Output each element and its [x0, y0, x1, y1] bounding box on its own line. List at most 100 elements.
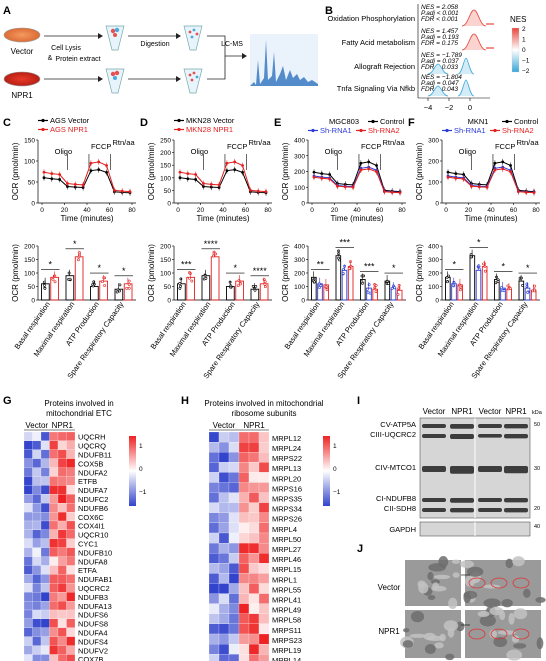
heatmap-cell [66, 485, 76, 495]
heatmap-row-label: UQCRQ [78, 442, 106, 451]
bar-y-tick: 400 [294, 244, 305, 251]
seahorse-point [42, 176, 46, 180]
seahorse-point [454, 176, 458, 180]
nes-legend-tick: 1 [522, 37, 526, 44]
seahorse-point [225, 161, 229, 165]
injection-fccp: FCCP [361, 142, 381, 151]
heatmap-cell [228, 532, 240, 544]
heatmap-cell [40, 511, 50, 522]
panel-letter-g: G [3, 395, 12, 407]
bar-y-tick: 200 [428, 271, 439, 278]
heatmap-cell [32, 520, 42, 530]
bar-y-label: OCR (pmol/min) [415, 244, 424, 302]
seahorse-point [320, 172, 324, 176]
heatmap-cell [228, 654, 240, 661]
seahorse-point [477, 185, 481, 189]
panel-letter-d: D [140, 117, 148, 129]
heatmap-cell [258, 593, 270, 604]
heatmap-h-scale-tick: 1 [333, 443, 337, 450]
heatmap-row-label: ETFB [78, 477, 97, 486]
gsea-pathway-label: Oxidation Phosphorylation [327, 14, 415, 23]
heatmap-cell [40, 431, 50, 441]
heatmap-cell [57, 556, 67, 566]
seahorse-point [194, 178, 198, 181]
heatmap-cell [208, 522, 220, 534]
heatmap-cell [57, 485, 67, 495]
heatmap-cell [208, 623, 220, 635]
seahorse-x-tick: 80 [398, 207, 406, 214]
heatmap-cell [248, 573, 260, 584]
bar-y-tick: 0 [435, 298, 439, 305]
heatmap-cell [49, 529, 59, 539]
heatmap-cell [32, 609, 42, 619]
heatmap-cell [49, 431, 59, 441]
dish-npr1-label: NPR1 [11, 91, 33, 100]
gsea-pathway-label: Fatty Acid metabolism [342, 38, 415, 47]
heatmap-cell [208, 502, 220, 513]
heatmap-cell [228, 633, 240, 645]
nes-legend: NES 2 1 0 −1 −2 [510, 15, 530, 75]
western-band [422, 424, 446, 428]
heatmap-cell [208, 512, 220, 523]
seahorse-point [233, 168, 237, 172]
seahorse-point [446, 175, 450, 179]
seahorse-point [264, 190, 268, 194]
heatmap-h-color-scale [323, 436, 330, 506]
heatmap-cell [57, 618, 67, 628]
heatmap-cell [32, 592, 42, 602]
heatmap-cell [66, 494, 76, 504]
heatmap-cell [218, 431, 230, 443]
seahorse-y-tick: 50 [164, 188, 172, 195]
seahorse-point [248, 188, 252, 192]
western-band [478, 424, 502, 428]
heatmap-cell [218, 553, 230, 564]
seahorse-legend-mkn28-vector: MKN28 Vector [186, 116, 235, 125]
heatmap-cell [208, 553, 220, 564]
heatmap-cell [66, 458, 76, 468]
heatmap-cell [248, 431, 260, 443]
seahorse-y-tick: 100 [24, 159, 35, 166]
heatmap-cell [238, 563, 250, 574]
tube-digest-top-icon [183, 25, 203, 51]
significance-stars: *** [364, 261, 375, 271]
gsea-density-curve [461, 33, 487, 51]
bar-y-label: OCR (pmol/min) [11, 244, 20, 302]
heatmap-cell [258, 502, 270, 513]
panel-letter-i: I [357, 395, 360, 407]
heatmap-row-label: MRPL24 [272, 444, 301, 453]
panel-e-seahorse: MGC803 Control Sh-RNA1 Sh-RNA2 OCR (pmol/min… [281, 117, 406, 380]
heatmap-cell [238, 452, 250, 463]
seahorse-legend-sh-rna2: Sh-RNA2 [368, 126, 400, 135]
seahorse-point [105, 171, 108, 174]
heatmap-row-label: COX4I1 [78, 522, 105, 531]
heatmap-cell [32, 529, 42, 539]
bar-maximal-respiration-control [469, 255, 476, 301]
seahorse-y-tick: 200 [294, 169, 305, 176]
significance-stars: * [97, 263, 101, 273]
heatmap-cell [32, 458, 42, 468]
heatmap-cell [248, 532, 260, 544]
seahorse-series-sh-rna2 [447, 168, 535, 194]
seahorse-y-tick: 100 [294, 185, 305, 192]
heatmap-cell [238, 583, 250, 594]
seahorse-point [194, 173, 198, 176]
heatmap-row-label: MRPL14 [272, 656, 301, 661]
heatmap-cell [238, 482, 250, 493]
heatmap-cell [238, 633, 250, 645]
heatmap-row-label: NDUFA7 [78, 486, 108, 495]
heatmap-cell [66, 431, 76, 441]
seahorse-legend-control: Control [514, 117, 539, 126]
injection-oligo: Oligo [325, 147, 343, 156]
seahorse-y-label: OCR (pmol/min) [281, 142, 290, 200]
heatmap-cell [40, 440, 50, 450]
bar-atp-production-ags-vector [90, 286, 99, 301]
western-band [422, 466, 446, 472]
seahorse-series-ags-npr1 [43, 161, 131, 193]
heatmap-cell [57, 645, 67, 655]
heatmap-cell [248, 603, 260, 614]
heatmap-cell [32, 485, 42, 495]
heatmap-cell [49, 467, 59, 477]
heatmap-cell [49, 476, 59, 486]
band-label-cv-atp5a: CV-ATP5A [380, 420, 416, 429]
heatmap-cell [258, 442, 270, 453]
